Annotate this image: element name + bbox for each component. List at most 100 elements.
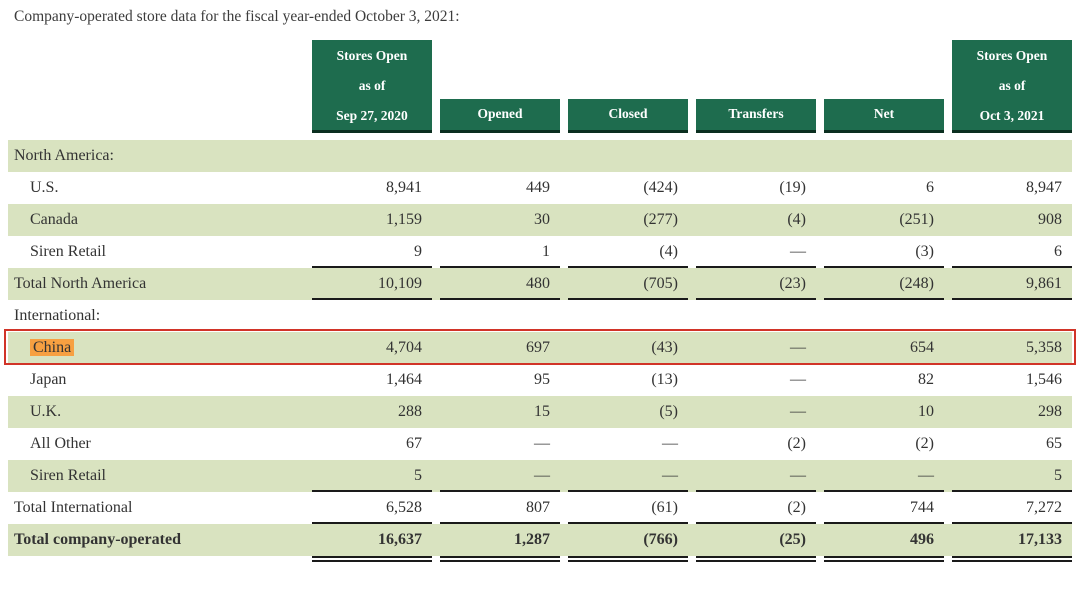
value-china-stores-open-sep-27-2020: 4,704 — [386, 338, 422, 356]
value-canada-opened: 30 — [534, 210, 550, 228]
table-header-row: Stores Open as of Sep 27, 2020 Opened Closed… — [8, 39, 1072, 133]
value-canada-stores-open-oct-3-2021: 908 — [1038, 210, 1062, 228]
value-japan-net: 82 — [918, 370, 934, 388]
table-row-china: China 4,704 697 (43) — 654 5,358 — [4, 328, 1076, 365]
report-page: Company-operated store data for the fisc… — [0, 8, 1080, 562]
value-siren-retail-stores-open-sep-27-2020: 5 — [312, 460, 432, 492]
value-total-international-opened: 807 — [440, 492, 560, 524]
row-label-north-america: North America: — [14, 146, 114, 164]
value-china-net: 654 — [910, 338, 934, 356]
column-header-stores-open-oct-3-2021: Stores Open as of Oct 3, 2021 — [952, 39, 1072, 133]
value-china-closed: (43) — [651, 338, 678, 356]
value-japan-transfers: — — [790, 370, 806, 388]
column-header-line: as of — [358, 77, 386, 93]
highlighted-label: China — [30, 338, 75, 356]
row-label-canada: Canada — [30, 210, 78, 228]
row-label-japan: Japan — [30, 370, 67, 388]
value-total-international-net: 744 — [824, 492, 944, 524]
column-header-net: Net — [824, 98, 944, 133]
value-canada-net: (251) — [899, 210, 934, 228]
column-header-line: Opened — [477, 106, 523, 122]
value-total-international-transfers: (2) — [696, 492, 816, 524]
double-rule-spacer — [8, 556, 304, 562]
value-siren-retail-stores-open-oct-3-2021: 5 — [952, 460, 1072, 492]
value-japan-closed: (13) — [651, 370, 678, 388]
column-header-transfers: Transfers — [696, 98, 816, 133]
double-rule-segment — [568, 555, 688, 562]
value-canada-closed: (277) — [643, 210, 678, 228]
value-u-s-transfers: (19) — [779, 178, 806, 196]
value-u-k-opened: 15 — [534, 402, 550, 420]
value-china-opened: 697 — [526, 338, 550, 356]
double-rule-segment — [440, 555, 560, 562]
column-header-closed: Closed — [568, 98, 688, 133]
table-body: North America: U.S. 8,941 449 (424) (19) 6 8,94… — [4, 139, 1076, 562]
table-row-all-other: All Other 67 — — (2) (2) 65 — [8, 428, 1072, 460]
value-total-company-operated-closed: (766) — [643, 530, 678, 548]
value-total-north-america-transfers: (23) — [696, 268, 816, 300]
row-label-china: China — [8, 332, 304, 364]
value-all-other-stores-open-sep-27-2020: 67 — [406, 434, 422, 452]
section-row-international: International: — [8, 300, 1072, 332]
value-siren-retail-opened: 1 — [440, 236, 560, 268]
table-row-total-north-america: Total North America 10,109 480 (705) (23) (24… — [8, 267, 1072, 300]
column-header-line: Net — [873, 106, 895, 122]
row-label-siren-retail: Siren Retail — [30, 242, 106, 260]
column-header-line: as of — [998, 77, 1026, 93]
column-header-line: Closed — [608, 106, 648, 122]
double-rule-segment — [312, 555, 432, 562]
value-all-other-net: (2) — [915, 434, 934, 452]
value-u-k-net: 10 — [918, 402, 934, 420]
value-u-s-stores-open-oct-3-2021: 8,947 — [1026, 178, 1062, 196]
value-all-other-opened: — — [534, 434, 550, 452]
value-all-other-stores-open-oct-3-2021: 65 — [1046, 434, 1062, 452]
value-siren-retail-net: (3) — [824, 236, 944, 268]
table-row-total-international: Total International 6,528 807 (61) (2) 744 7,2… — [8, 492, 1072, 524]
value-siren-retail-net: — — [824, 460, 944, 492]
column-header-line: Stores Open — [336, 47, 408, 63]
value-china-transfers: — — [790, 338, 806, 356]
value-total-company-operated-stores-open-oct-3-2021: 17,133 — [1018, 530, 1062, 548]
value-japan-opened: 95 — [534, 370, 550, 388]
value-total-company-operated-net: 496 — [910, 530, 934, 548]
value-u-s-stores-open-sep-27-2020: 8,941 — [386, 178, 422, 196]
value-total-north-america-closed: (705) — [568, 268, 688, 300]
value-u-s-net: 6 — [926, 178, 934, 196]
value-u-k-stores-open-sep-27-2020: 288 — [398, 402, 422, 420]
value-u-k-stores-open-oct-3-2021: 298 — [1038, 402, 1062, 420]
table-caption: Company-operated store data for the fisc… — [14, 8, 460, 25]
double-rule-segment — [696, 555, 816, 562]
value-total-company-operated-transfers: (25) — [779, 530, 806, 548]
column-header-stores-open-sep-27-2020: Stores Open as of Sep 27, 2020 — [312, 39, 432, 133]
store-data-table: Stores Open as of Sep 27, 2020 Opened Closed… — [4, 39, 1076, 562]
value-siren-retail-stores-open-oct-3-2021: 6 — [952, 236, 1072, 268]
row-label-international: International: — [14, 306, 101, 324]
double-rule-segment — [952, 555, 1072, 562]
value-siren-retail-closed: (4) — [568, 236, 688, 268]
value-u-s-closed: (424) — [643, 178, 678, 196]
row-label-u-s: U.S. — [30, 178, 59, 196]
value-all-other-closed: — — [662, 434, 678, 452]
value-total-company-operated-opened: 1,287 — [514, 530, 550, 548]
value-siren-retail-transfers: — — [696, 460, 816, 492]
double-rule-segment — [824, 555, 944, 562]
value-canada-stores-open-sep-27-2020: 1,159 — [386, 210, 422, 228]
row-label-siren-retail: Siren Retail — [30, 466, 106, 484]
value-all-other-transfers: (2) — [787, 434, 806, 452]
value-u-s-opened: 449 — [526, 178, 550, 196]
value-u-k-transfers: — — [790, 402, 806, 420]
double-rule-row — [8, 555, 1072, 562]
row-label-total-north-america: Total North America — [14, 274, 147, 292]
value-total-international-stores-open-sep-27-2020: 6,528 — [312, 492, 432, 524]
value-total-north-america-net: (248) — [824, 268, 944, 300]
column-header-opened: Opened — [440, 98, 560, 133]
value-siren-retail-transfers: — — [696, 236, 816, 268]
value-total-international-stores-open-oct-3-2021: 7,272 — [952, 492, 1072, 524]
value-total-international-closed: (61) — [568, 492, 688, 524]
table-row-canada: Canada 1,159 30 (277) (4) (251) 908 — [8, 203, 1072, 236]
column-header-line: Transfers — [728, 106, 784, 122]
value-canada-transfers: (4) — [787, 210, 806, 228]
value-siren-retail-stores-open-sep-27-2020: 9 — [312, 236, 432, 268]
value-japan-stores-open-sep-27-2020: 1,464 — [386, 370, 422, 388]
value-siren-retail-closed: — — [568, 460, 688, 492]
